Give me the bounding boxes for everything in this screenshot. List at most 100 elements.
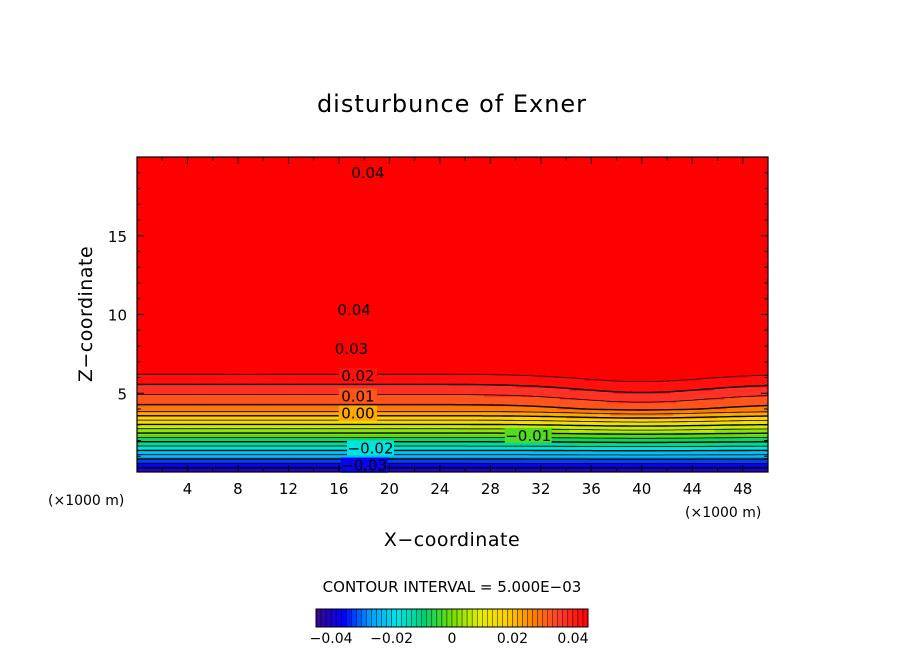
contour-band-cell bbox=[708, 431, 712, 435]
contour-band-cell bbox=[550, 446, 555, 451]
contour-band-cell bbox=[443, 405, 447, 410]
contour-band-cell bbox=[720, 418, 725, 423]
contour-band-cell bbox=[326, 399, 331, 404]
contour-band-cell bbox=[313, 399, 318, 404]
contour-band-cell bbox=[143, 412, 148, 416]
contour-band-cell bbox=[733, 437, 738, 442]
contour-band-cell bbox=[619, 421, 624, 426]
contour-band-cell bbox=[190, 459, 195, 464]
contour-band-cell bbox=[742, 402, 747, 407]
contour-band-cell bbox=[723, 409, 728, 413]
contour-band-cell bbox=[493, 443, 498, 448]
contour-band-cell bbox=[502, 399, 507, 404]
contour-band-cell bbox=[171, 468, 176, 472]
contour-band-cell bbox=[272, 405, 277, 410]
contour-band-cell bbox=[137, 424, 141, 429]
contour-band-cell bbox=[663, 409, 668, 413]
contour-band-cell bbox=[398, 405, 403, 410]
contour-band-cell bbox=[518, 402, 523, 407]
contour-band-cell bbox=[547, 424, 551, 429]
contour-band-cell bbox=[222, 396, 226, 401]
contour-band-cell bbox=[323, 434, 327, 438]
contour-band-cell bbox=[225, 405, 230, 410]
contour-band-cell bbox=[389, 399, 394, 404]
contour-band-cell bbox=[638, 402, 643, 407]
contour-band-cell bbox=[761, 462, 766, 467]
contour-band-cell bbox=[578, 434, 583, 438]
contour-band-cell bbox=[471, 462, 476, 467]
contour-band-cell bbox=[171, 443, 176, 448]
contour-band-cell bbox=[537, 424, 542, 429]
contour-band-cell bbox=[178, 405, 182, 410]
contour-band-cell bbox=[559, 421, 564, 426]
contour-band-cell bbox=[215, 405, 220, 410]
contour-band-cell bbox=[168, 399, 173, 404]
contour-band-cell bbox=[190, 412, 195, 416]
contour-band-cell bbox=[518, 468, 523, 472]
contour-band-cell bbox=[496, 443, 501, 448]
contour-band-cell bbox=[140, 421, 144, 426]
contour-band-cell bbox=[168, 427, 173, 432]
contour-band-cell bbox=[137, 399, 141, 404]
contour-band-cell bbox=[244, 449, 249, 454]
contour-band-cell bbox=[682, 462, 687, 467]
contour-band-cell bbox=[616, 456, 621, 460]
contour-band-cell bbox=[761, 459, 766, 464]
contour-band-cell bbox=[291, 393, 296, 397]
contour-band-cell bbox=[556, 462, 561, 467]
contour-band-cell bbox=[461, 459, 466, 464]
contour-band-cell bbox=[764, 409, 768, 413]
contour-band-cell bbox=[654, 405, 659, 410]
contour-band-cell bbox=[531, 443, 536, 448]
contour-band-cell bbox=[149, 468, 154, 472]
contour-band-cell bbox=[749, 462, 753, 467]
contour-band-cell bbox=[414, 446, 419, 451]
contour-band-cell bbox=[569, 459, 573, 464]
contour-band-cell bbox=[496, 437, 501, 442]
contour-band-cell bbox=[386, 393, 390, 397]
contour-band-cell bbox=[433, 437, 438, 442]
contour-band-cell bbox=[758, 399, 763, 404]
contour-band-cell bbox=[250, 393, 255, 397]
contour-band-cell bbox=[480, 424, 485, 429]
contour-band-cell bbox=[575, 437, 580, 442]
contour-band-cell bbox=[651, 456, 656, 460]
contour-band-cell bbox=[708, 443, 712, 448]
contour-band-cell bbox=[651, 443, 656, 448]
contour-band-cell bbox=[695, 462, 700, 467]
contour-band-cell bbox=[506, 443, 510, 448]
contour-band-cell bbox=[323, 462, 327, 467]
contour-band-cell bbox=[730, 402, 734, 407]
contour-band-cell bbox=[480, 421, 485, 426]
contour-band-cell bbox=[559, 449, 564, 454]
contour-band-cell bbox=[313, 405, 318, 410]
contour-band-cell bbox=[638, 415, 643, 420]
contour-band-cell bbox=[667, 462, 671, 467]
contour-band-cell bbox=[288, 437, 293, 442]
contour-band-cell bbox=[578, 405, 583, 410]
contour-band-cell bbox=[196, 415, 201, 420]
contour-band-cell bbox=[278, 449, 283, 454]
contour-band-cell bbox=[159, 434, 163, 438]
contour-band-cell bbox=[515, 468, 520, 472]
contour-band-cell bbox=[720, 446, 725, 451]
contour-band-cell bbox=[402, 443, 406, 448]
contour-band-cell bbox=[329, 456, 334, 460]
contour-band-cell bbox=[619, 456, 624, 460]
contour-band-cell bbox=[187, 462, 192, 467]
contour-band-cell bbox=[184, 437, 189, 442]
contour-band-cell bbox=[411, 427, 416, 432]
contour-band-cell bbox=[477, 443, 482, 448]
contour-band-cell bbox=[490, 437, 495, 442]
contour-band-cell bbox=[149, 462, 154, 467]
contour-band-cell bbox=[607, 449, 611, 454]
contour-band-cell bbox=[436, 393, 441, 397]
contour-band-cell bbox=[458, 427, 463, 432]
contour-band-cell bbox=[326, 462, 331, 467]
contour-band-cell bbox=[237, 421, 242, 426]
contour-band-cell bbox=[398, 424, 403, 429]
contour-band-cell bbox=[695, 405, 700, 410]
contour-band-cell bbox=[417, 443, 422, 448]
contour-band-cell bbox=[588, 443, 592, 448]
contour-band-cell bbox=[733, 418, 738, 423]
